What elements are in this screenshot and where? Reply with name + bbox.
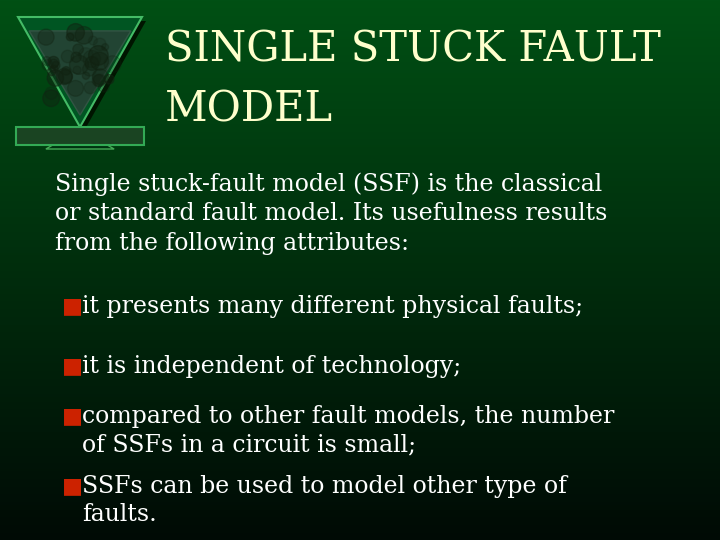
Circle shape <box>38 29 54 45</box>
Circle shape <box>104 56 121 73</box>
Text: ■: ■ <box>62 355 83 377</box>
Circle shape <box>45 87 58 99</box>
Text: ■: ■ <box>62 295 83 317</box>
Circle shape <box>61 50 74 63</box>
Circle shape <box>102 44 109 50</box>
Circle shape <box>52 62 60 70</box>
Circle shape <box>104 75 114 84</box>
Circle shape <box>84 82 96 94</box>
Circle shape <box>48 70 63 86</box>
Circle shape <box>66 33 74 41</box>
Text: SSFs can be used to model other type of: SSFs can be used to model other type of <box>82 475 567 498</box>
Circle shape <box>94 74 106 86</box>
Circle shape <box>89 45 108 65</box>
Circle shape <box>50 65 58 73</box>
Circle shape <box>62 66 71 75</box>
Text: MODEL: MODEL <box>165 88 333 130</box>
Circle shape <box>42 60 53 70</box>
Circle shape <box>75 26 93 44</box>
Circle shape <box>48 68 56 76</box>
Circle shape <box>91 52 109 70</box>
Circle shape <box>67 24 84 41</box>
Circle shape <box>82 72 89 79</box>
Text: compared to other fault models, the number: compared to other fault models, the numb… <box>82 405 614 428</box>
Circle shape <box>83 62 96 76</box>
Text: ■: ■ <box>62 475 83 497</box>
Circle shape <box>48 56 59 68</box>
Circle shape <box>49 59 58 69</box>
Text: it is independent of technology;: it is independent of technology; <box>82 355 462 378</box>
Circle shape <box>94 38 106 51</box>
Text: Single stuck-fault model (SSF) is the classical: Single stuck-fault model (SSF) is the cl… <box>55 172 602 195</box>
Circle shape <box>89 36 97 45</box>
Circle shape <box>92 69 108 85</box>
Circle shape <box>78 48 93 62</box>
Polygon shape <box>18 17 142 127</box>
Text: SINGLE STUCK FAULT: SINGLE STUCK FAULT <box>165 28 661 70</box>
Circle shape <box>83 50 100 68</box>
Circle shape <box>70 55 89 75</box>
Polygon shape <box>46 129 114 149</box>
Circle shape <box>42 90 60 106</box>
Circle shape <box>73 44 84 55</box>
Text: it presents many different physical faults;: it presents many different physical faul… <box>82 295 583 318</box>
Circle shape <box>71 52 81 62</box>
Text: from the following attributes:: from the following attributes: <box>55 232 409 255</box>
Circle shape <box>73 66 81 74</box>
Text: faults.: faults. <box>82 503 157 526</box>
Circle shape <box>58 70 72 84</box>
Circle shape <box>42 57 51 65</box>
Text: or standard fault model. Its usefulness results: or standard fault model. Its usefulness … <box>55 202 608 225</box>
Circle shape <box>56 69 73 84</box>
Circle shape <box>68 80 84 96</box>
Text: of SSFs in a circuit is small;: of SSFs in a circuit is small; <box>82 433 416 456</box>
Circle shape <box>92 75 104 86</box>
Text: ■: ■ <box>62 405 83 427</box>
Polygon shape <box>22 21 146 131</box>
Circle shape <box>98 80 109 92</box>
Bar <box>16 127 144 145</box>
Polygon shape <box>30 31 131 115</box>
Circle shape <box>85 57 99 70</box>
